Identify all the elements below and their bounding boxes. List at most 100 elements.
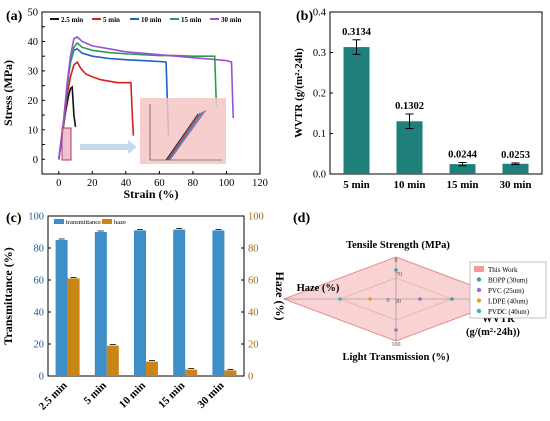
bar [343, 47, 370, 175]
right-y-tick-label: 60 [248, 276, 259, 287]
legend-label: 15 min [181, 16, 202, 24]
y-tick-label: 0 [33, 155, 38, 166]
panel-c-axis-ticks: 0 0 20 20 40 40 60 60 80 80 100 100 [28, 212, 264, 383]
y-tick-label: 10 [28, 125, 39, 136]
y-tick-label: 0.0 [313, 170, 326, 181]
radar-tick-labels: 0 70 30 0 100 [387, 258, 403, 348]
category-label: 30 min [195, 380, 226, 411]
y-tick-label: 30 [28, 66, 39, 77]
bar [212, 230, 225, 376]
bar [106, 345, 119, 376]
y-tick-label: 0.4 [313, 8, 327, 19]
x-tick-label: 80 [188, 178, 199, 189]
category-label: 15 min [446, 179, 478, 191]
radar-tick-label: 30 [395, 299, 401, 305]
left-y-tick-label: 100 [28, 212, 44, 223]
panel-c-bars: 2.5 min 5 min 10 min 15 min 30 min [37, 228, 237, 413]
right-y-tick-label: 0 [248, 372, 253, 383]
bar [67, 278, 80, 376]
panel-a-axis-ticks: 0 20 40 60 80 100 120 0 10 20 30 40 50 [28, 8, 268, 190]
panel-a: (a) 2.5 min 5 min 10 min 15 min 30 min 0 20 40… [1, 8, 268, 202]
panel-b-bars: 0.3134 5 min 0.1302 10 min 0.0244 15 min 0.025… [342, 27, 531, 191]
y-tick-label: 40 [28, 37, 39, 48]
category-label: 30 min [499, 179, 531, 191]
category-label: 15 min [156, 380, 187, 411]
y-tick-label: 0.2 [313, 89, 326, 100]
radar-tick-label: 0 [395, 258, 398, 264]
zoom-inset [140, 98, 226, 164]
legend-label: haze [114, 219, 126, 226]
category-label: 10 min [393, 179, 425, 191]
legend-swatch [476, 298, 482, 303]
category-label: 5 min [343, 179, 370, 191]
legend-label: 10 min [141, 16, 162, 24]
legend-label: This Work [488, 266, 518, 274]
radar-axis-wvtr: WVTR (g/(m²·24h)) [466, 314, 520, 338]
bar [396, 121, 423, 174]
legend-swatch [476, 287, 482, 293]
inset-lines [165, 109, 207, 161]
legend-label: LDPE (40um) [488, 298, 529, 306]
zoom-region-marker [61, 127, 72, 161]
legend-label: BOPP (30um) [488, 277, 528, 285]
radar-axis-tensile: Tensile Strength (MPa) [346, 240, 450, 251]
bar [502, 163, 529, 174]
left-y-tick-label: 60 [34, 276, 45, 287]
bar [173, 229, 186, 376]
legend-label: PVDC (40um) [488, 308, 530, 316]
radar-tick-label: 70 [396, 272, 402, 278]
legend-label: PVC (25um) [488, 287, 525, 295]
left-y-tick-label: 20 [34, 340, 45, 351]
legend-label: transmittance [66, 219, 101, 226]
panel-d: (d) 0 70 30 0 100 Tensile Strength (MPa) WVT… [282, 211, 547, 363]
radar-axis-haze: Haze (%) [297, 283, 340, 294]
category-label: 2.5 min [37, 380, 70, 413]
bar [55, 240, 68, 376]
panel-b-y-axis-label: WVTR (g/(m²·24h) [293, 48, 305, 138]
bar [94, 232, 107, 376]
right-y-tick-label: 80 [248, 244, 259, 255]
panel-a-x-axis-label: Strain (%) [124, 187, 179, 201]
left-y-tick-label: 40 [34, 308, 45, 319]
panel-a-label: (a) [6, 9, 23, 24]
panel-a-plot-frame [41, 11, 261, 175]
panel-b-axis-ticks: 0.0 0.1 0.2 0.3 0.4 [313, 8, 333, 181]
left-y-tick-label: 0 [39, 372, 44, 383]
bar-value-label: 0.3134 [342, 27, 372, 38]
bar-value-label: 0.1302 [395, 101, 424, 112]
legend-swatch [54, 219, 64, 224]
y-tick-label: 50 [28, 8, 39, 19]
panel-d-legend: This Work BOPP (30um) PVC (25um) LDPE (40um… [474, 266, 530, 316]
panel-b-label: (b) [296, 9, 313, 24]
panel-a-y-axis-label: Stress (MPa) [1, 60, 15, 126]
bar [185, 369, 198, 376]
radar-tick-label: 100 [392, 342, 401, 348]
bar-value-label: 0.0244 [448, 149, 478, 160]
y-tick-label: 0.3 [313, 48, 326, 59]
legend-label: 30 min [221, 16, 242, 24]
bar-value-label: 0.0253 [501, 150, 530, 161]
radar-axis-light: Light Transmission (%) [343, 352, 450, 363]
x-tick-label: 0 [56, 178, 61, 189]
bar [449, 164, 476, 174]
bar [224, 370, 237, 376]
legend-swatch [474, 266, 484, 272]
category-label: 5 min [82, 380, 109, 407]
x-tick-label: 120 [252, 178, 268, 189]
panel-c-right-y-axis-label: Haze (%) [273, 272, 287, 321]
bar [134, 230, 146, 376]
panel-d-label: (d) [293, 211, 310, 226]
x-tick-label: 20 [87, 178, 98, 189]
legend-swatch [476, 308, 482, 314]
bar [146, 361, 158, 376]
right-y-tick-label: 40 [248, 308, 259, 319]
panel-a-legend: 2.5 min 5 min 10 min 15 min 30 min [50, 16, 242, 24]
panel-c: (c) transmittance haze 0 0 20 20 40 40 60 60 80 80… [1, 211, 287, 413]
panel-c-legend: transmittance haze [54, 219, 126, 226]
zoom-arrow [80, 140, 137, 154]
left-y-tick-label: 80 [34, 244, 45, 255]
x-tick-label: 60 [154, 178, 165, 189]
x-tick-label: 100 [219, 178, 235, 189]
legend-swatch [102, 219, 112, 224]
